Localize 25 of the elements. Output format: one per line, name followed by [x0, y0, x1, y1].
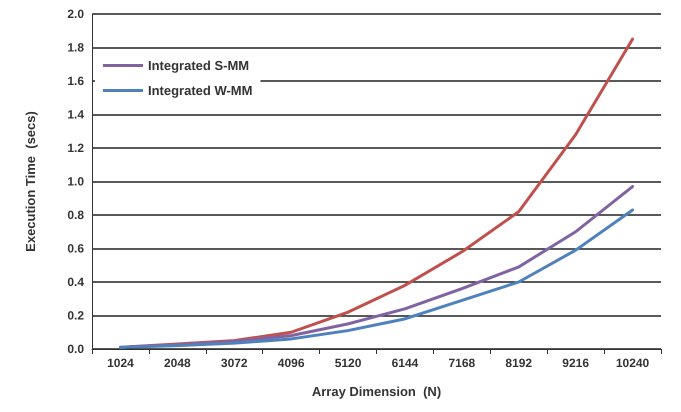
x-tick-label: 7168 — [448, 356, 476, 370]
x-tick-label: 4096 — [278, 356, 305, 370]
y-tick-label: 1.4 — [67, 108, 84, 122]
y-tick-label: 0.4 — [67, 275, 84, 289]
x-tick-label: 3072 — [220, 356, 248, 370]
y-axis-title: Execution Time (secs) — [23, 111, 38, 252]
y-tick-label: 0.0 — [67, 342, 84, 356]
x-tick-label: 6144 — [392, 356, 419, 370]
legend-label: Integrated W-MM — [148, 83, 252, 98]
x-axis-title: Array Dimension (N) — [312, 384, 442, 399]
x-tick-label: 2048 — [164, 356, 192, 370]
y-tick-label: 1.0 — [67, 174, 84, 188]
y-tick-label: 1.6 — [67, 74, 84, 88]
y-tick-label: 1.8 — [67, 40, 84, 54]
x-tick-label: 5120 — [334, 356, 362, 370]
x-tick-label: 10240 — [616, 356, 650, 370]
y-tick-label: 0.6 — [67, 242, 84, 256]
x-tick-label: 1024 — [107, 356, 134, 370]
y-tick-label: 0.8 — [67, 208, 84, 222]
y-tick-label: 1.2 — [67, 141, 84, 155]
y-tick-label: 2.0 — [67, 7, 84, 21]
x-tick-label: 9216 — [562, 356, 590, 370]
x-tick-label: 8192 — [505, 356, 532, 370]
legend-label: Integrated S-MM — [148, 58, 250, 73]
y-tick-label: 0.2 — [67, 308, 84, 322]
